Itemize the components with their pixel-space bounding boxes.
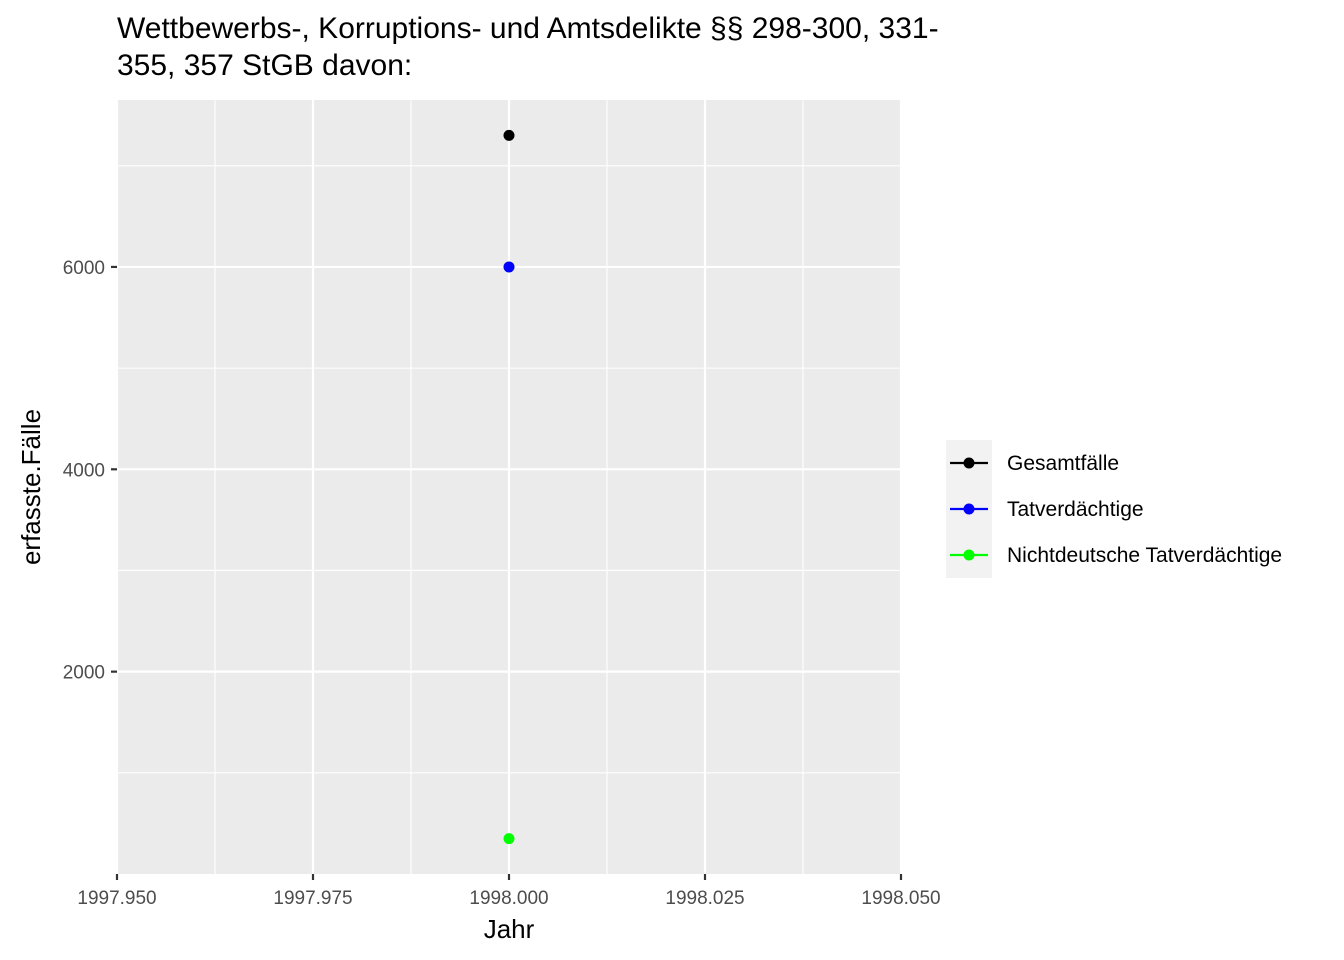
y-tick-label: 6000 bbox=[63, 258, 105, 279]
x-tick-label: 1997.975 bbox=[273, 888, 352, 909]
x-axis-title: Jahr bbox=[484, 914, 535, 944]
chart-title-line-2: 355, 357 StGB davon: bbox=[117, 49, 413, 82]
axes: 1997.950 1997.975 1998.000 1998.025 1998.050… bbox=[63, 258, 941, 909]
data-points bbox=[503, 129, 515, 845]
legend-key-point bbox=[963, 549, 975, 561]
x-tick-label: 1998.050 bbox=[861, 888, 940, 909]
major-gridlines bbox=[115, 100, 903, 874]
data-point bbox=[503, 833, 515, 845]
data-point bbox=[503, 261, 515, 273]
minor-gridlines bbox=[117, 100, 901, 874]
legend-label: Tatverdächtige bbox=[1007, 498, 1144, 521]
y-tick-label: 4000 bbox=[63, 460, 105, 481]
x-tick-label: 1997.950 bbox=[77, 888, 156, 909]
legend-label: Nichtdeutsche Tatverdächtige bbox=[1007, 544, 1282, 567]
x-tick-label: 1998.025 bbox=[665, 888, 744, 909]
data-point bbox=[503, 129, 515, 141]
x-tick-label: 1998.000 bbox=[469, 888, 548, 909]
legend-key-point bbox=[963, 503, 975, 515]
legend: Gesamtfälle Tatverdächtige Nichtdeutsche T… bbox=[946, 440, 1282, 578]
y-axis-title: erfasste.Fälle bbox=[16, 409, 46, 565]
chart-title-line-1: Wettbewerbs-, Korruptions- und Amtsdelik… bbox=[117, 12, 939, 45]
chart-title: Wettbewerbs-, Korruptions- und Amtsdelik… bbox=[117, 10, 1117, 84]
legend-key-point bbox=[963, 457, 975, 469]
y-tick-label: 2000 bbox=[63, 663, 105, 684]
legend-label: Gesamtfälle bbox=[1007, 452, 1119, 475]
